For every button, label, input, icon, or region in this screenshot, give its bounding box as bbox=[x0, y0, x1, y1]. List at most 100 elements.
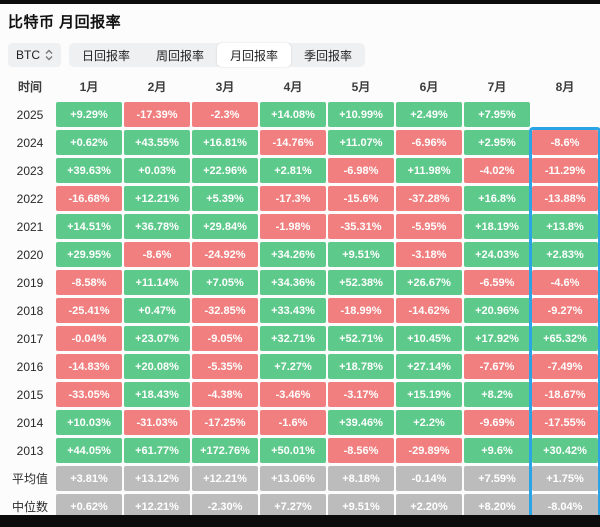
return-cell: +29.95% bbox=[56, 242, 122, 267]
month-header: 8月 bbox=[555, 79, 575, 94]
return-cell: -11.29% bbox=[532, 158, 598, 183]
row-label: 2022 bbox=[16, 191, 44, 206]
return-cell: +18.78% bbox=[328, 354, 394, 379]
return-cell: +32.71% bbox=[260, 326, 326, 351]
row-label: 2017 bbox=[16, 331, 44, 346]
return-cell: +34.26% bbox=[260, 242, 326, 267]
return-cell: +65.32% bbox=[532, 326, 598, 351]
return-cell: -0.04% bbox=[56, 326, 122, 351]
return-cell: -6.96% bbox=[396, 130, 462, 155]
row-label: 2014 bbox=[16, 415, 44, 430]
return-cell: +0.47% bbox=[124, 298, 190, 323]
return-cell: +12.21% bbox=[192, 466, 258, 491]
return-cell: -2.3% bbox=[192, 102, 258, 127]
return-cell: -3.46% bbox=[260, 382, 326, 407]
page-content: 比特币 月回报率 BTC 日回报率 周回报率 月回报率 季回报率 时间 1月 2月 3月 4… bbox=[6, 4, 600, 522]
return-cell: -17.39% bbox=[124, 102, 190, 127]
tab-周回报率[interactable]: 周回报率 bbox=[156, 48, 205, 63]
updown-chevron-icon bbox=[45, 49, 53, 61]
return-cell: -15.6% bbox=[328, 186, 394, 211]
return-cell: -7.67% bbox=[464, 354, 530, 379]
row-label: 2023 bbox=[16, 163, 44, 178]
tab-季回报率[interactable]: 季回报率 bbox=[304, 48, 353, 63]
return-cell: -35.31% bbox=[328, 214, 394, 239]
return-cell: -8.56% bbox=[328, 438, 394, 463]
table-row: 2025 +9.29% -17.39% -2.3% +14.08% +10.99% +2.4… bbox=[6, 102, 600, 127]
table-row: 2014 +10.03% -31.03% -17.25% -1.6% +39.46% +2.… bbox=[6, 410, 600, 435]
page-title: 比特币 月回报率 bbox=[8, 14, 122, 31]
return-cell: +12.21% bbox=[124, 494, 190, 519]
table-row: 平均值 +3.81% +13.12% +12.21% +13.06% +8.18% -0.1… bbox=[6, 466, 600, 491]
table-row: 2023 +39.63% +0.03% +22.96% +2.81% -6.98% +11.… bbox=[6, 158, 600, 183]
month-header: 3月 bbox=[215, 79, 235, 94]
tab-月回报率[interactable]: 月回报率 bbox=[217, 43, 292, 67]
asset-selector[interactable]: BTC bbox=[8, 43, 61, 67]
return-cell: +0.62% bbox=[56, 494, 122, 519]
return-cell: +14.08% bbox=[260, 102, 326, 127]
return-cell: +23.07% bbox=[124, 326, 190, 351]
row-label: 2016 bbox=[16, 359, 44, 374]
return-cell bbox=[532, 102, 598, 127]
return-cell: +39.63% bbox=[56, 158, 122, 183]
return-cell: +2.81% bbox=[260, 158, 326, 183]
month-header: 5月 bbox=[351, 79, 371, 94]
return-cell: -32.85% bbox=[192, 298, 258, 323]
return-cell: +24.03% bbox=[464, 242, 530, 267]
table-row: 2015 -33.05% +18.43% -4.38% -3.46% -3.17% +15.… bbox=[6, 382, 600, 407]
return-cell: +18.43% bbox=[124, 382, 190, 407]
time-header: 时间 bbox=[17, 79, 42, 94]
return-cell: +13.8% bbox=[532, 214, 598, 239]
table-row: 2022 -16.68% +12.21% +5.39% -17.3% -15.6% -37.… bbox=[6, 186, 600, 211]
return-cell: -8.6% bbox=[532, 130, 598, 155]
bottom-black-bar bbox=[0, 515, 600, 527]
return-cell: -33.05% bbox=[56, 382, 122, 407]
row-label: 平均值 bbox=[11, 472, 48, 486]
return-cell: +10.03% bbox=[56, 410, 122, 435]
table-row: 2019 -8.58% +11.14% +7.05% +34.36% +52.38% +26… bbox=[6, 270, 600, 295]
return-cell: -8.6% bbox=[124, 242, 190, 267]
return-cell: -9.27% bbox=[532, 298, 598, 323]
return-cell: -0.14% bbox=[396, 466, 462, 491]
return-cell: +20.08% bbox=[124, 354, 190, 379]
return-cell: +2.2% bbox=[396, 410, 462, 435]
controls-row: BTC 日回报率 周回报率 月回报率 季回报率 bbox=[8, 43, 600, 67]
return-cell: -9.69% bbox=[464, 410, 530, 435]
tab-group: 日回报率 周回报率 月回报率 季回报率 bbox=[69, 43, 366, 67]
return-cell: +8.2% bbox=[464, 382, 530, 407]
return-cell: +2.20% bbox=[396, 494, 462, 519]
return-cell: -14.83% bbox=[56, 354, 122, 379]
table-row: 中位数 +0.62% +12.21% -2.30% +7.27% +9.51% +2.20%… bbox=[6, 494, 600, 519]
return-cell: +18.19% bbox=[464, 214, 530, 239]
return-cell: -14.62% bbox=[396, 298, 462, 323]
return-cell: -8.58% bbox=[56, 270, 122, 295]
return-cell: -7.49% bbox=[532, 354, 598, 379]
return-cell: +9.51% bbox=[328, 242, 394, 267]
return-cell: -17.25% bbox=[192, 410, 258, 435]
row-label: 2019 bbox=[16, 275, 44, 290]
row-label: 中位数 bbox=[11, 500, 48, 514]
return-cell: +16.8% bbox=[464, 186, 530, 211]
return-cell: +9.6% bbox=[464, 438, 530, 463]
table-body: 2025 +9.29% -17.39% -2.3% +14.08% +10.99% +2.4… bbox=[6, 102, 600, 519]
return-cell: -25.41% bbox=[56, 298, 122, 323]
return-cell: +7.95% bbox=[464, 102, 530, 127]
return-cell: -18.67% bbox=[532, 382, 598, 407]
return-cell: +14.51% bbox=[56, 214, 122, 239]
return-cell: +2.95% bbox=[464, 130, 530, 155]
table-row: 2016 -14.83% +20.08% -5.35% +7.27% +18.78% +27… bbox=[6, 354, 600, 379]
asset-selector-label: BTC bbox=[16, 48, 40, 62]
row-label: 2021 bbox=[16, 219, 44, 234]
return-cell: -18.99% bbox=[328, 298, 394, 323]
return-cell: +44.05% bbox=[56, 438, 122, 463]
tab-日回报率[interactable]: 日回报率 bbox=[82, 48, 131, 63]
header-row: 时间 1月 2月 3月 4月 5月 6月 7月 8月 bbox=[6, 73, 600, 99]
row-label: 2020 bbox=[16, 247, 44, 262]
return-cell: +9.29% bbox=[56, 102, 122, 127]
return-cell: +52.71% bbox=[328, 326, 394, 351]
return-cell: -24.92% bbox=[192, 242, 258, 267]
return-cell: -9.05% bbox=[192, 326, 258, 351]
table-area: 时间 1月 2月 3月 4月 5月 6月 7月 8月 2025 +9.29% -17.39% -2.… bbox=[6, 73, 600, 522]
return-cell: +20.96% bbox=[464, 298, 530, 323]
return-cell: +43.55% bbox=[124, 130, 190, 155]
